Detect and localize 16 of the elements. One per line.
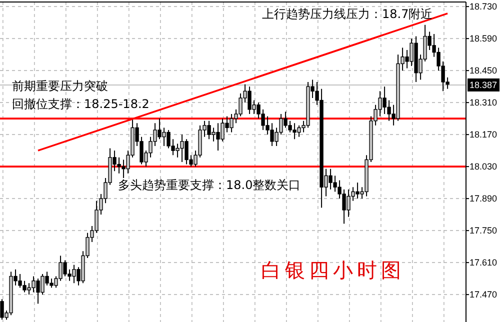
annotation: 上行趋势压力线压力：18.7附近 [262,7,433,21]
annotation: 前期重要压力突破 [12,79,108,93]
y-tick-label: 17.610 [470,258,498,268]
y-tick-label: 17.890 [470,194,498,204]
y-tick-label: 18.730 [470,2,498,12]
y-tick-label: 18.030 [470,162,498,172]
y-tick-label: 18.170 [470,130,498,140]
annotation: 回撤位支撑：18.25-18.2 [12,97,150,111]
ref-line-label: 18.387 [470,80,498,90]
y-tick-label: 18.590 [470,34,498,44]
annotation: 多头趋势重要支撑：18.0整数关口 [118,178,301,192]
y-tick-label: 17.470 [470,290,498,300]
y-tick-label: 18.450 [470,66,498,76]
y-tick-label: 17.750 [470,226,498,236]
y-tick-label: 18.310 [470,98,498,108]
text: 白银四小时图 [261,258,405,282]
